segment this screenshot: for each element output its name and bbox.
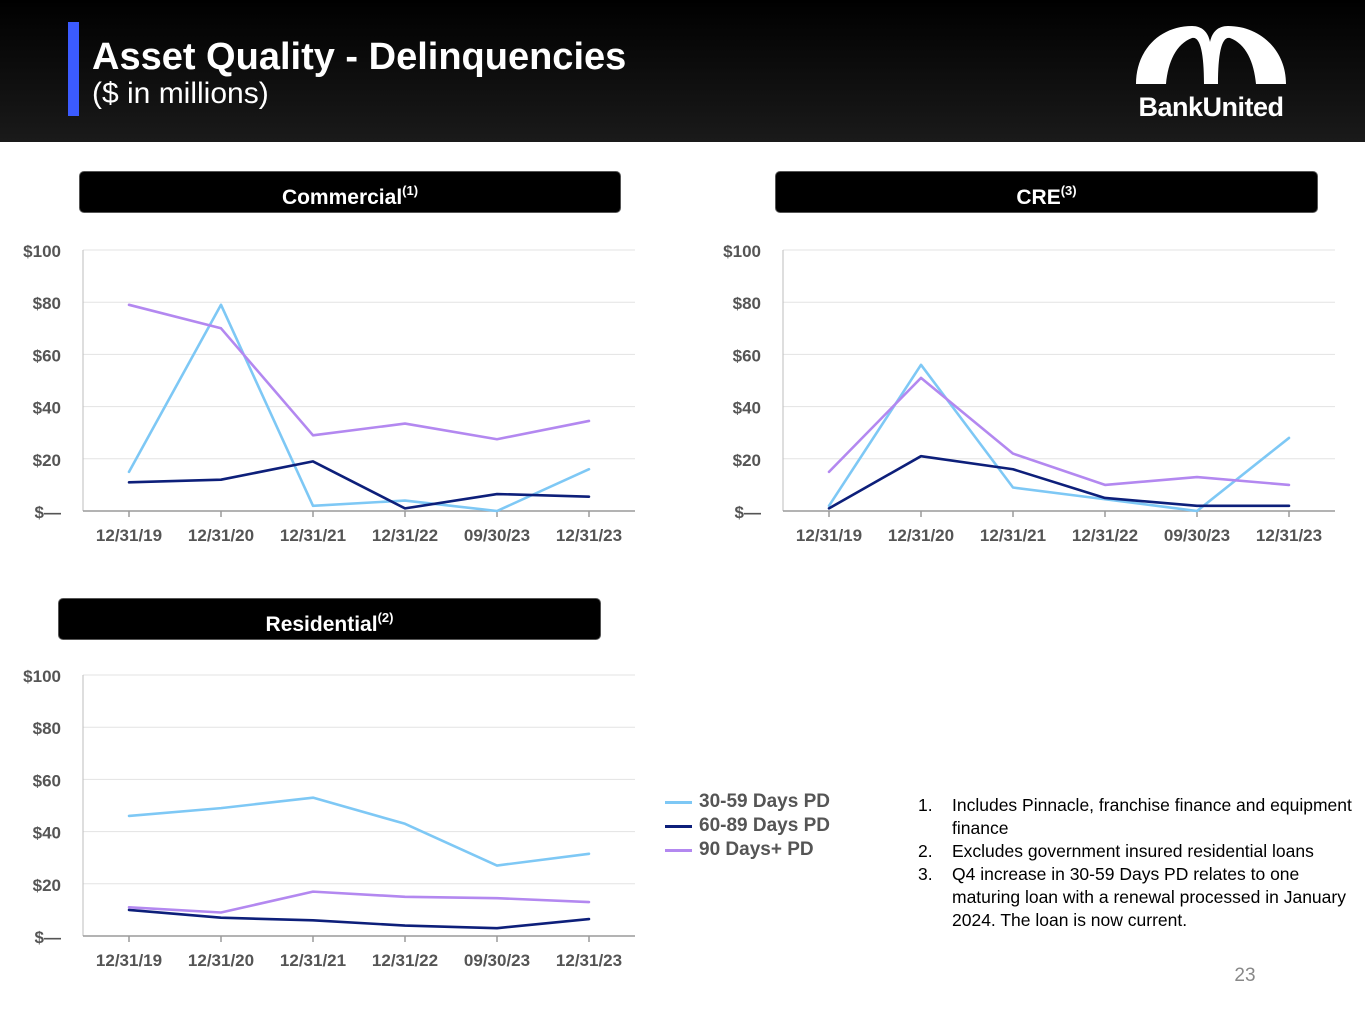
y-tick-label: $— xyxy=(35,503,61,522)
legend-swatch-30-59 xyxy=(665,800,692,804)
legend-swatch-60-89 xyxy=(665,824,692,828)
series-line-30-59-days-pd xyxy=(127,796,591,867)
y-tick-label: $60 xyxy=(733,346,761,365)
footnote-3: 3. Q4 increase in 30-59 Days PD relates t… xyxy=(918,863,1358,932)
legend-swatch-90-plus xyxy=(665,848,692,852)
bankunited-logo-icon xyxy=(1136,26,1286,84)
x-tick-label: 12/31/21 xyxy=(280,526,346,545)
y-tick-label: $100 xyxy=(723,242,761,261)
cre-label-text: CRE xyxy=(1016,186,1061,209)
x-tick-label: 09/30/23 xyxy=(464,951,530,970)
legend-label-30-59: 30-59 Days PD xyxy=(699,791,830,812)
x-tick-label: 12/31/21 xyxy=(980,526,1046,545)
x-tick-label: 12/31/22 xyxy=(372,951,438,970)
x-tick-label: 12/31/22 xyxy=(1072,526,1138,545)
x-tick-label: 12/31/19 xyxy=(96,526,162,545)
series-line-90-days-pd xyxy=(827,376,1291,487)
commercial-chart: $— $20 $40 $60 $80 $100 12/31/19 12/31/20 12/31/… xyxy=(23,242,635,545)
footnote-text: Q4 increase in 30-59 Days PD relates to … xyxy=(952,864,1346,930)
series-line-90-days-pd xyxy=(127,303,591,441)
residential-label-text: Residential xyxy=(265,613,378,636)
y-tick-label: $80 xyxy=(733,294,761,313)
x-tick-label: 12/31/20 xyxy=(188,951,254,970)
y-tick-label: $100 xyxy=(23,242,61,261)
y-tick-label: $— xyxy=(735,503,761,522)
x-tick-label: 12/31/23 xyxy=(556,951,622,970)
x-tick-label: 12/31/19 xyxy=(796,526,862,545)
x-tick-label: 12/31/23 xyxy=(1256,526,1322,545)
series-line-60-89-days-pd xyxy=(127,460,591,510)
y-tick-label: $40 xyxy=(33,399,61,418)
footnote-number: 3. xyxy=(918,864,933,884)
y-tick-label: $20 xyxy=(33,876,61,895)
legend-item-60-89: 60-89 Days PD xyxy=(665,814,830,838)
legend-item-30-59: 30-59 Days PD xyxy=(665,790,830,814)
series-line-60-89-days-pd xyxy=(127,908,591,930)
x-tick-label: 12/31/19 xyxy=(96,951,162,970)
legend-label-60-89: 60-89 Days PD xyxy=(699,815,830,836)
y-tick-label: $40 xyxy=(33,824,61,843)
series-line-30-59-days-pd xyxy=(127,303,591,513)
legend-label-90-plus: 90 Days+ PD xyxy=(699,839,814,860)
series-line-60-89-days-pd xyxy=(827,454,1291,510)
x-tick-label: 12/31/20 xyxy=(188,526,254,545)
y-tick-label: $60 xyxy=(33,771,61,790)
footnote-1: 1. Includes Pinnacle, franchise finance a… xyxy=(918,794,1358,840)
y-tick-label: $80 xyxy=(33,719,61,738)
y-tick-label: $20 xyxy=(33,451,61,470)
x-tick-label: 12/31/22 xyxy=(372,526,438,545)
x-tick-label: 12/31/20 xyxy=(888,526,954,545)
series-line-90-days-pd xyxy=(127,890,591,914)
page-subtitle: ($ in millions) xyxy=(92,77,269,110)
chart-legend: 30-59 Days PD 60-89 Days PD 90 Days+ PD xyxy=(665,790,830,862)
y-tick-label: $60 xyxy=(33,346,61,365)
y-tick-label: $100 xyxy=(23,667,61,686)
residential-panel-label: Residential(2) xyxy=(58,598,601,640)
x-tick-label: 12/31/23 xyxy=(556,526,622,545)
series-line-30-59-days-pd xyxy=(827,363,1291,513)
y-tick-label: $40 xyxy=(733,399,761,418)
footnotes: 1. Includes Pinnacle, franchise finance a… xyxy=(918,794,1358,932)
footnote-number: 1. xyxy=(918,795,933,815)
commercial-label-text: Commercial xyxy=(281,186,403,209)
residential-chart: $— $20 $40 $60 $80 $100 12/31/19 12/31/20 12/31/… xyxy=(23,667,635,970)
cre-label-note: (3) xyxy=(1060,183,1077,198)
y-tick-label: $20 xyxy=(733,451,761,470)
cre-chart: $— $20 $40 $60 $80 $100 12/31/19 12/31/20 12/31/… xyxy=(723,242,1335,545)
cre-panel-label: CRE(3) xyxy=(775,171,1318,213)
commercial-panel-label: Commercial(1) xyxy=(79,171,621,213)
page-number: 23 xyxy=(1234,965,1256,986)
y-tick-label: $— xyxy=(35,928,61,947)
page-title: Asset Quality - Delinquencies xyxy=(92,36,627,78)
logo-wordmark: BankUnited xyxy=(1138,92,1284,122)
title-accent-bar xyxy=(68,22,79,116)
footnote-text: Includes Pinnacle, franchise finance and… xyxy=(952,795,1352,838)
legend-item-90-plus: 90 Days+ PD xyxy=(665,838,830,862)
residential-label-note: (2) xyxy=(377,610,394,625)
x-tick-label: 09/30/23 xyxy=(464,526,530,545)
x-tick-label: 09/30/23 xyxy=(1164,526,1230,545)
footnote-number: 2. xyxy=(918,841,933,861)
footnote-text: Excludes government insured residential … xyxy=(952,841,1314,861)
y-tick-label: $80 xyxy=(33,294,61,313)
footnote-2: 2. Excludes government insured residentia… xyxy=(918,840,1358,863)
x-tick-label: 12/31/21 xyxy=(280,951,346,970)
commercial-label-note: (1) xyxy=(402,183,419,198)
